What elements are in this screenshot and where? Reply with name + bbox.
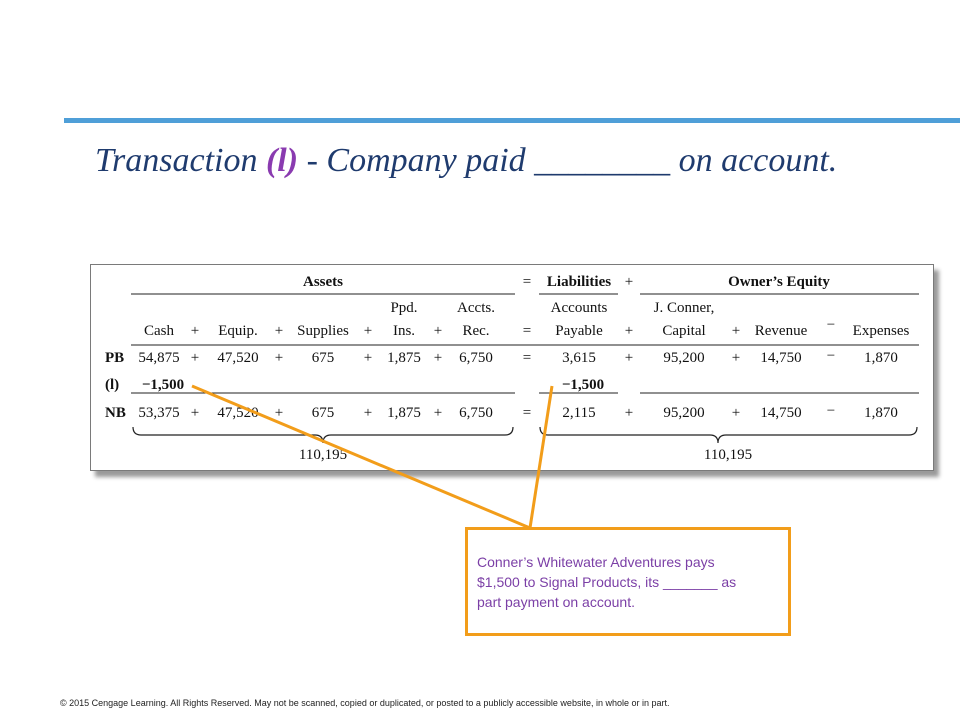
nb-equip: 47,520 bbox=[217, 405, 258, 421]
right-side-brace bbox=[539, 426, 918, 444]
op-plus: + bbox=[732, 405, 740, 421]
pb-expenses: 1,870 bbox=[864, 350, 898, 366]
op-plus: + bbox=[191, 350, 199, 366]
op-plus: + bbox=[434, 350, 442, 366]
op-plus: + bbox=[625, 323, 633, 339]
pb-capital: 95,200 bbox=[663, 350, 704, 366]
nb-ppd: 1,875 bbox=[387, 405, 421, 421]
pb-accts: 6,750 bbox=[459, 350, 493, 366]
header-expenses: Expenses bbox=[853, 323, 910, 339]
op-equals: = bbox=[523, 350, 531, 366]
total-assets: 110,195 bbox=[299, 447, 347, 463]
pb-cash: 54,875 bbox=[138, 350, 179, 366]
copyright-footer: © 2015 Cengage Learning. All Rights Rese… bbox=[60, 698, 670, 708]
pb-supplies: 675 bbox=[312, 350, 335, 366]
op-plus: + bbox=[625, 350, 633, 366]
nb-accts: 6,750 bbox=[459, 405, 493, 421]
header-ppd-2: Ins. bbox=[393, 323, 415, 339]
op-plus: + bbox=[275, 350, 283, 366]
nb-capital: 95,200 bbox=[663, 405, 704, 421]
op-minus: − bbox=[827, 348, 835, 364]
equation-svg: Assets = Liabilities + Owner’s Equity Ca… bbox=[105, 274, 919, 463]
title-rule bbox=[64, 118, 960, 123]
op-equals: = bbox=[523, 323, 531, 339]
callout-line-2: $1,500 to Signal Products, its _______ a… bbox=[477, 574, 737, 590]
title-suffix: - Company paid ________ on account. bbox=[298, 142, 838, 179]
op-plus: + bbox=[434, 323, 442, 339]
header-accts-2: Rec. bbox=[462, 323, 489, 339]
row-label-nb: NB bbox=[105, 405, 126, 421]
pb-equip: 47,520 bbox=[217, 350, 258, 366]
row-label-pb: PB bbox=[105, 350, 124, 366]
header-equip: Equip. bbox=[218, 323, 258, 339]
callout-line-1: Conner’s Whitewater Adventures pays bbox=[477, 554, 715, 570]
op-plus: + bbox=[625, 405, 633, 421]
row-label-l: (l) bbox=[105, 377, 119, 393]
l-ap: −1,500 bbox=[562, 377, 604, 393]
op-plus: + bbox=[275, 405, 283, 421]
header-ap-1: Accounts bbox=[551, 300, 608, 316]
group-equals: = bbox=[523, 274, 531, 290]
op-plus: + bbox=[364, 323, 372, 339]
nb-cash: 53,375 bbox=[138, 405, 179, 421]
accounting-equation-table: Assets = Liabilities + Owner’s Equity Ca… bbox=[90, 264, 934, 471]
group-plus: + bbox=[625, 274, 633, 290]
op-plus: + bbox=[191, 323, 199, 339]
callout-line-3: part payment on account. bbox=[477, 594, 635, 610]
total-right: 110,195 bbox=[704, 447, 752, 463]
nb-ap: 2,115 bbox=[562, 405, 595, 421]
header-accts-1: Accts. bbox=[457, 300, 495, 316]
group-equity: Owner’s Equity bbox=[728, 274, 830, 290]
group-assets: Assets bbox=[303, 274, 343, 290]
nb-revenue: 14,750 bbox=[760, 405, 801, 421]
op-plus: + bbox=[364, 405, 372, 421]
header-capital-2: Capital bbox=[662, 323, 705, 339]
nb-expenses: 1,870 bbox=[864, 405, 898, 421]
op-plus: + bbox=[275, 323, 283, 339]
header-ppd-1: Ppd. bbox=[390, 300, 417, 316]
header-supplies: Supplies bbox=[297, 323, 349, 339]
nb-supplies: 675 bbox=[312, 405, 335, 421]
op-minus: − bbox=[827, 403, 835, 419]
header-cash: Cash bbox=[144, 323, 175, 339]
header-capital-1: J. Conner, bbox=[654, 300, 715, 316]
assets-brace bbox=[132, 426, 514, 444]
l-cash: −1,500 bbox=[142, 377, 184, 393]
op-equals: = bbox=[523, 405, 531, 421]
op-plus: + bbox=[732, 350, 740, 366]
group-liabilities: Liabilities bbox=[547, 274, 611, 290]
pb-ppd: 1,875 bbox=[387, 350, 421, 366]
pb-ap: 3,615 bbox=[562, 350, 596, 366]
callout-box: Conner’s Whitewater Adventures pays $1,5… bbox=[465, 527, 791, 636]
title-prefix: Transaction bbox=[95, 142, 266, 179]
header-ap-2: Payable bbox=[555, 323, 603, 339]
pb-revenue: 14,750 bbox=[760, 350, 801, 366]
op-plus: + bbox=[732, 323, 740, 339]
slide-title: Transaction (l) - Company paid ________ … bbox=[95, 142, 955, 180]
header-revenue: Revenue bbox=[755, 323, 808, 339]
op-plus: + bbox=[364, 350, 372, 366]
op-plus: + bbox=[191, 405, 199, 421]
op-minus: − bbox=[827, 317, 835, 333]
title-letter: (l) bbox=[265, 142, 299, 179]
op-plus: + bbox=[434, 405, 442, 421]
